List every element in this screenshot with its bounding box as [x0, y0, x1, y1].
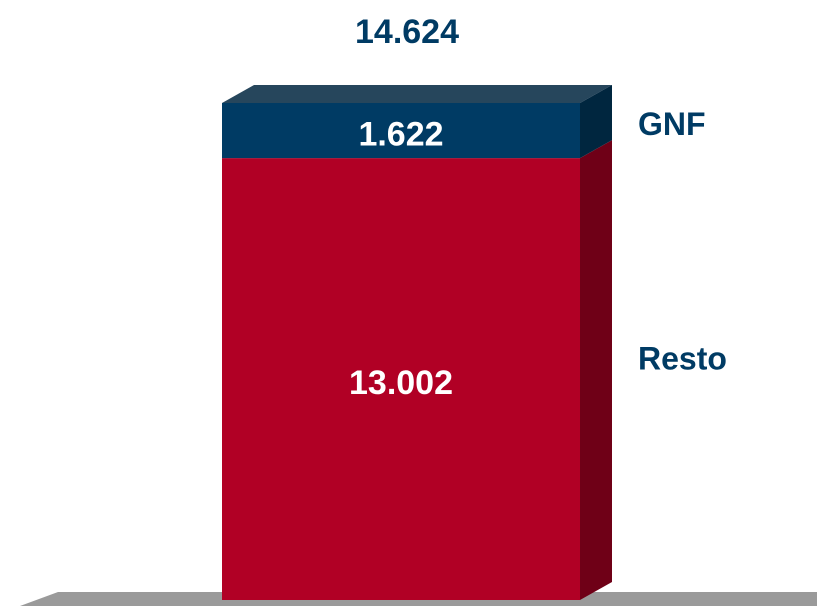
- data-label: 1.622: [358, 116, 443, 154]
- bar-side: [580, 140, 612, 601]
- bar-segment: [222, 158, 580, 601]
- bar-side: [580, 85, 612, 159]
- total-label: 14.624: [355, 13, 459, 51]
- legend-label: GNF: [638, 106, 706, 142]
- bar-top: [222, 85, 612, 103]
- legend-label: Resto: [638, 341, 727, 377]
- data-label: 13.002: [349, 364, 453, 402]
- bar-segment: [222, 103, 580, 159]
